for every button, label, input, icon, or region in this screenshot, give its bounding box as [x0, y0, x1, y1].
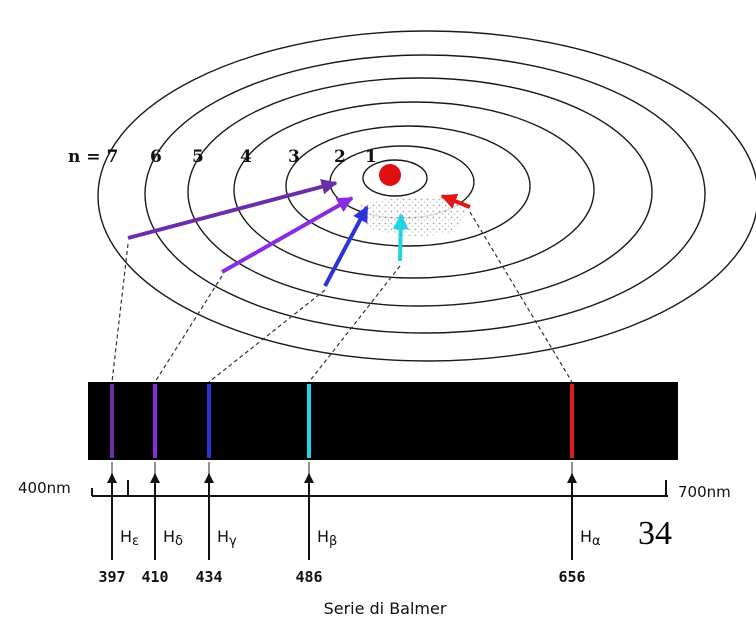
- diagram-title: Serie di Balmer: [324, 599, 447, 618]
- orbit-ring: [187, 77, 653, 307]
- orbit-ring: [362, 159, 428, 197]
- nucleus: [379, 164, 401, 186]
- line-name: Hδ: [163, 527, 183, 549]
- orbit-label: 5: [192, 147, 204, 167]
- transition-arrow: [127, 178, 338, 240]
- wavelength-label: 410: [141, 568, 168, 586]
- projection-line: [308, 265, 401, 383]
- orbit-rings: [97, 30, 756, 362]
- projection-lines: [111, 211, 573, 383]
- transition-arrow: [440, 193, 471, 209]
- projection-line: [469, 211, 573, 383]
- transition-arrows: [127, 178, 471, 287]
- orbit-ring: [144, 54, 706, 334]
- wavelength-axis: [91, 480, 668, 497]
- orbit-label: 4: [240, 147, 252, 167]
- orbit-ring: [285, 125, 531, 247]
- spectral-line: [110, 384, 114, 458]
- line-name: Hγ: [217, 527, 237, 549]
- wavelength-label: 434: [195, 568, 222, 586]
- spectral-line: [207, 384, 211, 458]
- wavelength-label: 397: [98, 568, 125, 586]
- orbit-label: 1: [365, 147, 377, 167]
- orbit-ring: [97, 30, 756, 362]
- orbit-ring: [233, 101, 595, 279]
- axis-right-label: 700nm: [678, 483, 731, 501]
- page-number: 34: [638, 515, 672, 552]
- transition-arrow: [323, 205, 369, 287]
- line-markers: Hε 397 Hδ 410 Hγ 434 Hβ 486 Hα 656: [98, 462, 601, 586]
- transition-zone: [360, 197, 470, 237]
- line-name: Hα: [580, 527, 601, 549]
- projection-line: [208, 289, 326, 383]
- spectral-line: [570, 384, 574, 458]
- orbit-label: 3: [288, 147, 300, 167]
- transition-arrow: [392, 213, 409, 262]
- spectral-lines: [110, 384, 574, 458]
- orbit-label: 6: [150, 147, 162, 167]
- spectral-line: [153, 384, 157, 458]
- transition-arrow: [221, 196, 354, 274]
- orbit-label: 2: [334, 147, 346, 167]
- spectrum-band: [88, 382, 678, 460]
- projection-line: [154, 275, 223, 383]
- wavelength-label: 486: [295, 568, 322, 586]
- projection-line: [111, 243, 129, 383]
- line-name: Hε: [120, 527, 139, 549]
- line-name: Hβ: [317, 527, 337, 549]
- axis-left-label: 400nm: [18, 479, 71, 497]
- wavelength-label: 656: [558, 568, 585, 586]
- orbit-label: n = 7: [68, 147, 118, 167]
- spectral-line: [307, 384, 311, 458]
